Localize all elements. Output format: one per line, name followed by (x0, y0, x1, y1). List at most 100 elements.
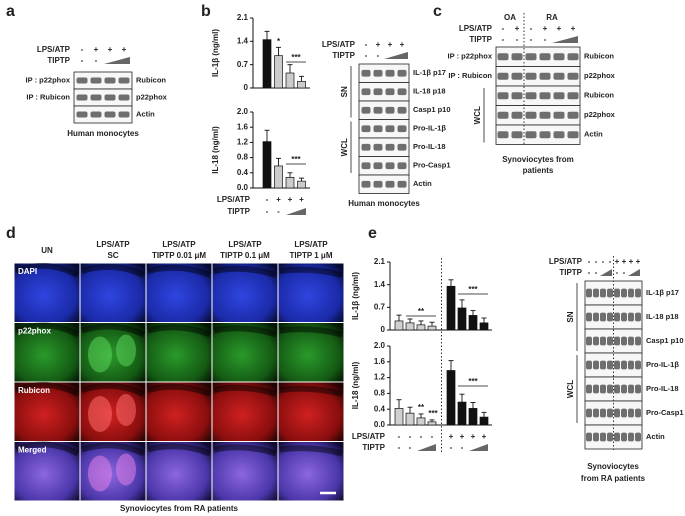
condition-sign: - (450, 443, 453, 452)
tissue-edge (213, 444, 277, 457)
ip-label: IP : p22phox (26, 75, 71, 84)
blot-band (614, 312, 620, 322)
condition-sign: - (266, 207, 269, 216)
tissue-edge (147, 264, 212, 278)
caption: Human monocytes (67, 129, 139, 138)
blot-band (593, 288, 599, 298)
blot-band (76, 94, 88, 101)
blot-band (607, 360, 613, 370)
condition-sign: - (365, 40, 368, 49)
blot-band (628, 360, 634, 370)
blot-band (525, 131, 537, 139)
tissue-edge (213, 384, 277, 397)
ip-label: IP : p22phox (448, 52, 493, 61)
bar (427, 421, 437, 426)
band-label: Pro-IL-18 (646, 384, 679, 393)
blot-band (621, 336, 627, 346)
blot-band (397, 88, 407, 96)
bar (457, 307, 467, 331)
condition-sign: - (461, 443, 464, 452)
y-tick-label: 1.6 (237, 122, 249, 131)
band-label: Pro-Casp1 (646, 408, 684, 417)
column-header: LPS/ATP (228, 240, 262, 249)
significance: *** (468, 377, 478, 386)
condition-sign: - (409, 432, 412, 441)
dose-wedge (600, 269, 612, 276)
y-tick-label: 0.8 (374, 389, 386, 398)
condition-sign: - (530, 24, 533, 33)
blot-band (90, 77, 102, 84)
blot-band (621, 312, 627, 322)
group-label: SN (566, 311, 575, 322)
blot-band (614, 384, 620, 394)
micrograph (278, 263, 344, 322)
tissue-edge (81, 382, 146, 397)
y-tick-label: 0.0 (374, 420, 386, 429)
y-axis-label: IL-18 (ng/ml) (211, 126, 220, 174)
blot-frame (358, 174, 410, 194)
tissue-edge (213, 325, 277, 338)
blot-band (118, 77, 130, 84)
blot-band (497, 72, 509, 80)
blot-band (525, 53, 537, 61)
caption: Synoviocytes (587, 462, 639, 471)
column-header: TIPTP 0.1 μM (220, 251, 270, 260)
significance: * (277, 37, 281, 46)
significance: *** (468, 285, 478, 294)
blot-band (361, 69, 371, 77)
condition-sign: + (376, 40, 381, 49)
blot-band (621, 360, 627, 370)
row-label: Merged (18, 446, 47, 455)
blot-band (567, 72, 579, 80)
dose-wedge (286, 208, 306, 215)
y-tick-label: 0 (244, 83, 249, 92)
band-label: Actin (413, 179, 432, 188)
blot-band (118, 94, 130, 101)
blot-band (621, 432, 627, 442)
blot-band (361, 162, 371, 170)
ip-label: IP : Rubicon (448, 71, 492, 80)
bar (457, 401, 467, 426)
blot-band (385, 143, 395, 151)
condition-label: TIPTP (227, 207, 250, 216)
condition-sign: + (449, 432, 454, 441)
bar (285, 72, 295, 89)
band-label: p22phox (584, 71, 616, 80)
blot-band (385, 180, 395, 188)
micrograph (278, 442, 344, 501)
blot-band (600, 432, 606, 442)
blot-band (361, 143, 371, 151)
blot-band (628, 432, 634, 442)
tissue-lobe (116, 394, 136, 426)
condition-sign: - (95, 56, 98, 65)
blot-frame (73, 105, 133, 124)
tissue-edge (81, 263, 146, 278)
condition-sign: + (636, 257, 641, 266)
blot-band (614, 360, 620, 370)
condition-sign: - (398, 443, 401, 452)
blot-band (104, 111, 116, 118)
y-tick-label: 1.2 (374, 373, 386, 382)
blot-band (525, 72, 537, 80)
blot-band (628, 336, 634, 346)
group-label: SN (340, 86, 349, 97)
micrograph (14, 263, 80, 322)
micrograph (146, 323, 212, 382)
dose-wedge (104, 57, 130, 64)
condition-sign: - (502, 24, 505, 33)
band-label: Actin (584, 130, 603, 139)
condition-sign: - (530, 35, 533, 44)
blot-band (397, 125, 407, 133)
band-label: Rubicon (584, 52, 614, 61)
blot-band (600, 312, 606, 322)
blot-band (614, 408, 620, 418)
blot-band (361, 88, 371, 96)
tissue-edge (279, 266, 343, 278)
y-tick-label: 2.1 (237, 13, 249, 22)
condition-label: LPS/ATP (352, 432, 386, 441)
condition-sign: - (398, 432, 401, 441)
tissue-edge (279, 326, 343, 338)
blot-band (553, 131, 565, 139)
blot-band (539, 53, 551, 61)
